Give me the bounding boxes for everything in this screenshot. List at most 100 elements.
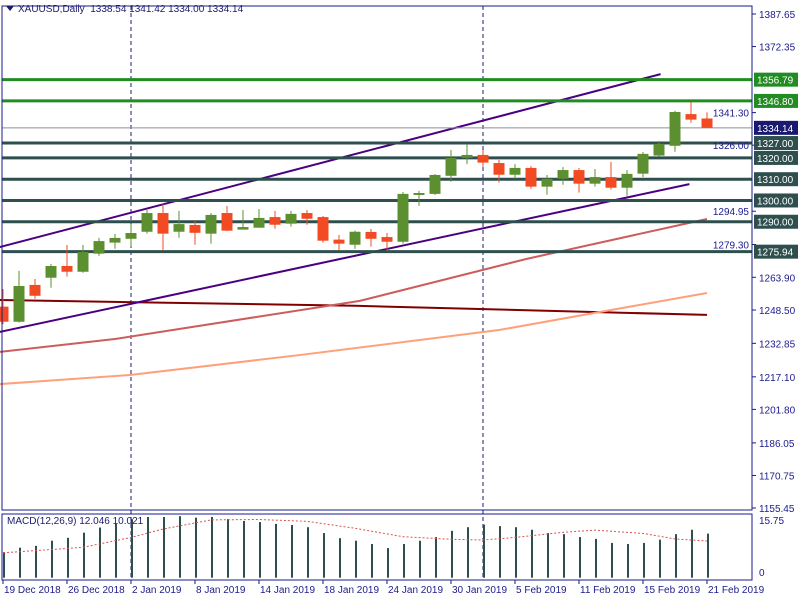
candle-body <box>29 284 41 296</box>
candle-body <box>701 118 713 128</box>
level-price-tag <box>754 136 798 151</box>
macd-axis-label: 0 <box>759 568 765 579</box>
candle-body <box>301 213 313 219</box>
bearish-candle <box>525 166 537 189</box>
price-tick-label: 1387.65 <box>759 10 796 21</box>
level-price-label: 1310.00 <box>757 175 794 186</box>
bullish-candle <box>509 164 521 179</box>
level-price-label: 1290.00 <box>757 218 794 229</box>
trendline <box>0 73 661 249</box>
bearish-candle <box>493 160 505 183</box>
level-price-label: 1356.79 <box>757 76 794 87</box>
bullish-candle <box>125 224 137 247</box>
price-tick-label: 1279.30 <box>713 241 750 252</box>
candle-body <box>429 174 441 194</box>
bearish-candle <box>365 228 377 247</box>
candle-body <box>349 231 361 245</box>
level-price-tag <box>754 72 798 87</box>
bearish-candle <box>477 150 489 167</box>
level-price-label: 1320.00 <box>757 154 794 165</box>
price-tick-label: 1326.00 <box>713 141 750 152</box>
candle-body <box>189 224 201 233</box>
candle-body <box>13 285 25 322</box>
candle-body <box>653 143 665 156</box>
candle-body <box>685 114 697 120</box>
bearish-candle <box>157 203 169 251</box>
date-label: 26 Dec 2018 <box>68 585 125 596</box>
price-tick-label: 1341.30 <box>713 109 750 120</box>
price-tick-label: 1232.85 <box>759 339 796 350</box>
candle-body <box>141 213 153 232</box>
candle-body <box>493 163 505 175</box>
price-tick-label: 1372.35 <box>759 43 796 54</box>
date-label: 24 Jan 2019 <box>388 585 443 596</box>
candle-body <box>605 177 617 188</box>
current-price-tag <box>754 120 798 135</box>
candle-body <box>173 224 185 232</box>
candle-body <box>461 154 473 158</box>
candle-body <box>253 217 265 228</box>
bullish-candle <box>77 244 89 273</box>
price-tick-label: 1201.80 <box>759 405 796 416</box>
bullish-candle <box>541 174 553 195</box>
date-label: 14 Jan 2019 <box>260 585 315 596</box>
bullish-candle <box>349 230 361 249</box>
candle-body <box>413 193 425 195</box>
level-price-tag <box>754 150 798 165</box>
ohlc-readout: 1338.54 1341.42 1334.00 1334.14 <box>90 4 244 15</box>
level-price-label: 1300.00 <box>757 196 794 207</box>
candle-body <box>221 213 233 231</box>
candle-body <box>285 213 297 224</box>
candle-body <box>397 193 409 242</box>
bullish-candle <box>93 237 105 256</box>
bullish-candle <box>173 210 185 238</box>
date-label: 19 Dec 2018 <box>4 585 61 596</box>
level-price-tag <box>754 214 798 229</box>
bearish-candle <box>573 167 585 193</box>
bearish-candle <box>269 210 281 229</box>
candle-body <box>237 227 249 230</box>
candle-body <box>541 178 553 187</box>
candle-body <box>77 251 89 272</box>
candle-body <box>365 231 377 239</box>
date-label: 11 Feb 2019 <box>580 585 636 596</box>
bullish-candle <box>621 170 633 196</box>
bullish-candle <box>429 174 441 195</box>
dropdown-triangle-icon[interactable] <box>6 6 14 11</box>
bearish-candle <box>189 220 201 245</box>
date-label: 8 Jan 2019 <box>196 585 246 596</box>
price-tick-label: 1263.90 <box>759 273 796 284</box>
bullish-candle <box>13 270 25 323</box>
candle-body <box>93 241 105 254</box>
bullish-candle <box>285 210 297 227</box>
candle-body <box>477 154 489 163</box>
candle-body <box>61 266 73 272</box>
bullish-candle <box>445 150 457 182</box>
date-label: 15 Feb 2019 <box>644 585 701 596</box>
level-price-label: 1327.00 <box>757 139 794 150</box>
bullish-candle <box>557 167 569 185</box>
price-tick-label: 1155.45 <box>759 504 795 515</box>
bearish-candle <box>29 278 41 299</box>
candle-body <box>557 170 569 179</box>
bearish-candle <box>381 233 393 251</box>
candle-body <box>573 170 585 184</box>
bullish-candle <box>461 143 473 165</box>
bearish-candle <box>0 288 9 325</box>
date-label: 2 Jan 2019 <box>132 585 182 596</box>
bullish-candle <box>589 168 601 187</box>
bearish-candle <box>317 216 329 243</box>
main-pane-frame <box>1 5 753 511</box>
bullish-candle <box>141 210 153 234</box>
moving-average-line <box>0 292 708 386</box>
candle-body <box>0 306 9 322</box>
chart-header: XAUUSD,Daily 1338.54 1341.42 1334.00 133… <box>6 4 243 15</box>
bearish-candle <box>301 210 313 225</box>
candle-body <box>589 177 601 184</box>
price-tick-label: 1186.05 <box>759 439 795 450</box>
date-label: 21 Feb 2019 <box>708 585 765 596</box>
bullish-candle <box>397 191 409 244</box>
bearish-candle <box>685 101 697 123</box>
bullish-candle <box>653 140 665 157</box>
